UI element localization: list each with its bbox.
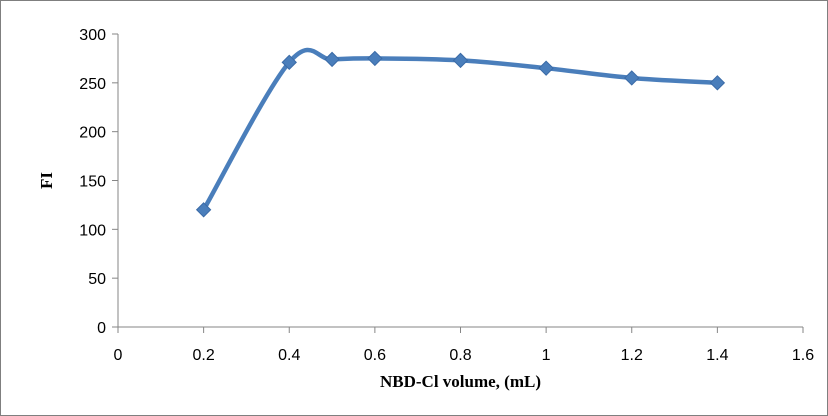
x-axis-title: NBD-Cl volume, (mL) (380, 372, 541, 391)
x-tick-label: 0 (114, 347, 123, 364)
data-point-marker (368, 51, 382, 65)
y-tick-label: 0 (97, 320, 106, 337)
data-point-marker (625, 71, 639, 85)
data-point-marker (710, 76, 724, 90)
data-point-marker (454, 53, 468, 67)
series-line (204, 50, 718, 210)
y-axis-ticks: 0 50 100 150 200 250 300 (79, 27, 118, 337)
x-tick-label: 0.4 (278, 347, 300, 364)
y-tick-label: 250 (79, 76, 106, 93)
x-tick-label: 0.8 (449, 347, 471, 364)
x-tick-label: 0.2 (193, 347, 215, 364)
y-tick-label: 50 (88, 271, 106, 288)
y-tick-label: 150 (79, 174, 106, 191)
y-tick-label: 100 (79, 222, 106, 239)
data-point-marker (325, 52, 339, 66)
series-layer (197, 50, 725, 217)
y-tick-label: 200 (79, 125, 106, 142)
x-tick-label: 1.2 (621, 347, 643, 364)
x-tick-label: 1.4 (706, 347, 728, 364)
x-tick-label: 1 (542, 347, 551, 364)
x-tick-label: 1.6 (792, 347, 814, 364)
y-axis-title: FI (37, 172, 56, 189)
x-tick-label: 0.6 (364, 347, 386, 364)
x-axis-ticks: 0 0.2 0.4 0.6 0.8 1 1.2 1.4 1.6 (114, 327, 815, 364)
data-point-marker (539, 61, 553, 75)
y-tick-label: 300 (79, 27, 106, 44)
